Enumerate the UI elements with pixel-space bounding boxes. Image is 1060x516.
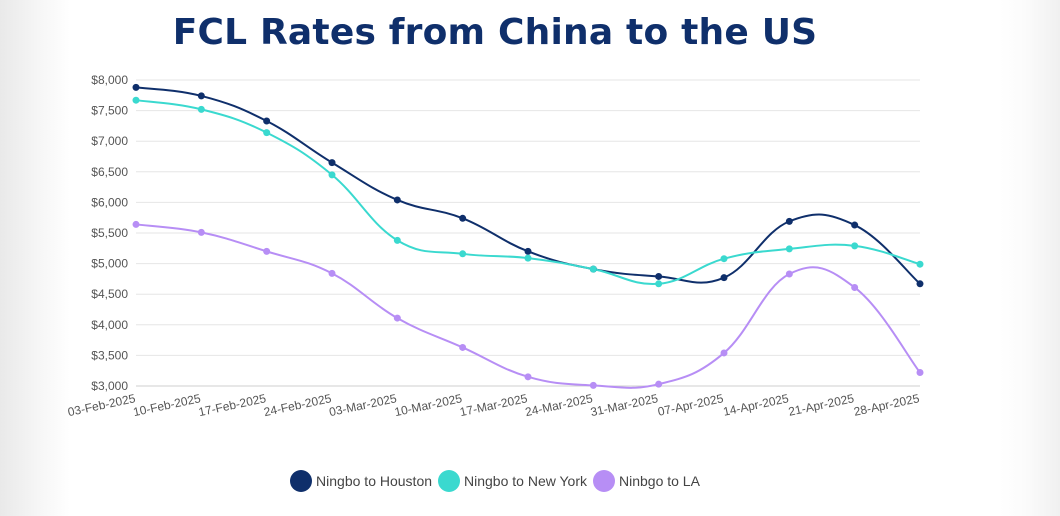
- legend-swatch-new-york: [438, 470, 461, 492]
- data-point-houston[interactable]: [197, 92, 205, 100]
- y-tick-label: $8,000: [91, 73, 128, 87]
- x-tick-label: 24-Mar-2025: [524, 391, 594, 419]
- data-point-new-york[interactable]: [589, 265, 597, 273]
- y-tick-label: $7,500: [91, 104, 128, 118]
- x-tick-label: 24-Feb-2025: [262, 391, 332, 419]
- data-point-new-york[interactable]: [197, 105, 205, 113]
- data-point-new-york[interactable]: [132, 96, 140, 104]
- data-point-new-york[interactable]: [524, 254, 532, 262]
- data-point-new-york[interactable]: [459, 250, 467, 258]
- data-point-houston[interactable]: [720, 274, 728, 282]
- y-tick-label: $5,000: [91, 257, 128, 271]
- legend-item-la[interactable]: Ninbgo to LA: [592, 470, 700, 492]
- legend-label-la: Ninbgo to LA: [618, 473, 700, 489]
- legend-swatch-la: [592, 470, 615, 492]
- data-point-houston[interactable]: [263, 117, 271, 125]
- y-tick-label: $3,000: [91, 379, 128, 393]
- data-point-la[interactable]: [263, 247, 271, 255]
- data-point-houston[interactable]: [851, 221, 859, 229]
- legend-label-new-york: Ningbo to New York: [464, 473, 587, 489]
- data-point-houston[interactable]: [785, 217, 793, 225]
- data-point-la[interactable]: [720, 349, 728, 357]
- y-axis-ticks: $3,000 $3,500 $4,000 $4,500 $5,000 $5,500 $6,0…: [91, 73, 128, 393]
- x-tick-label: 07-Apr-2025: [656, 391, 724, 419]
- x-tick-label: 10-Mar-2025: [393, 391, 463, 419]
- legend-item-houston[interactable]: Ningbo to Houston: [290, 470, 432, 492]
- data-point-la[interactable]: [851, 283, 859, 291]
- right-edge-shadow: [1000, 0, 1060, 516]
- chart-title: FCL Rates from China to the US: [172, 12, 818, 53]
- x-tick-label: 17-Mar-2025: [459, 391, 529, 419]
- y-tick-label: $5,500: [91, 226, 128, 240]
- data-point-new-york[interactable]: [328, 171, 336, 179]
- x-tick-label: 03-Mar-2025: [328, 391, 398, 419]
- data-point-new-york[interactable]: [720, 255, 728, 263]
- data-point-new-york[interactable]: [263, 129, 271, 137]
- x-tick-label: 10-Feb-2025: [132, 391, 202, 419]
- series-points: [132, 83, 924, 389]
- y-tick-label: $4,000: [91, 318, 128, 332]
- data-point-houston[interactable]: [524, 247, 532, 255]
- y-tick-label: $7,000: [91, 134, 128, 148]
- data-point-la[interactable]: [197, 228, 205, 236]
- legend-swatch-houston: [290, 470, 313, 492]
- x-axis-ticks: 03-Feb-202510-Feb-202517-Feb-202524-Feb-…: [66, 391, 920, 419]
- data-point-la[interactable]: [393, 314, 401, 322]
- data-point-houston[interactable]: [328, 159, 336, 167]
- data-point-la[interactable]: [328, 269, 336, 277]
- data-point-la[interactable]: [655, 380, 663, 388]
- y-tick-label: $3,500: [91, 348, 128, 362]
- data-point-la[interactable]: [916, 369, 924, 377]
- data-point-new-york[interactable]: [851, 242, 859, 250]
- data-point-la[interactable]: [785, 270, 793, 278]
- x-tick-label: 28-Apr-2025: [852, 391, 920, 419]
- data-point-new-york[interactable]: [785, 245, 793, 253]
- data-point-houston[interactable]: [459, 214, 467, 222]
- x-tick-label: 17-Feb-2025: [197, 391, 267, 419]
- legend-item-new-york[interactable]: Ningbo to New York: [438, 470, 587, 492]
- data-point-new-york[interactable]: [916, 260, 924, 268]
- legend: Ningbo to Houston Ningbo to New York Nin…: [0, 470, 990, 492]
- x-tick-label: 03-Feb-2025: [66, 391, 136, 419]
- data-point-houston[interactable]: [916, 280, 924, 288]
- y-tick-label: $4,500: [91, 287, 128, 301]
- data-point-new-york[interactable]: [393, 236, 401, 244]
- x-tick-label: 21-Apr-2025: [787, 391, 855, 419]
- data-point-la[interactable]: [459, 343, 467, 351]
- series-lines: [135, 86, 921, 389]
- data-point-la[interactable]: [132, 220, 140, 228]
- y-tick-label: $6,500: [91, 165, 128, 179]
- data-point-houston[interactable]: [655, 272, 663, 280]
- y-tick-label: $6,000: [91, 195, 128, 209]
- legend-label-houston: Ningbo to Houston: [316, 473, 433, 489]
- x-tick-label: 31-Mar-2025: [589, 391, 659, 419]
- data-point-houston[interactable]: [393, 196, 401, 204]
- x-tick-label: 14-Apr-2025: [722, 391, 790, 419]
- data-point-la[interactable]: [524, 373, 532, 381]
- data-point-new-york[interactable]: [655, 280, 663, 288]
- data-point-la[interactable]: [589, 381, 597, 389]
- left-edge-shadow: [0, 0, 70, 516]
- gridlines: [136, 79, 920, 387]
- data-point-houston[interactable]: [132, 83, 140, 91]
